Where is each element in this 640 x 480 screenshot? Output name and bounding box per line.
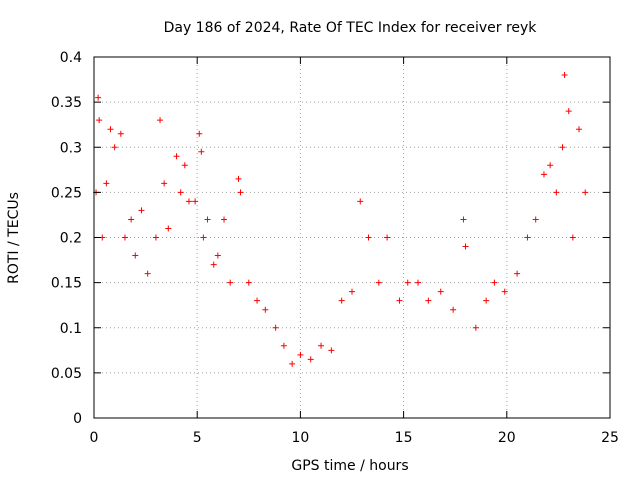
data-point <box>307 356 314 363</box>
data-point <box>514 270 521 277</box>
data-point <box>328 347 335 354</box>
data-point <box>157 117 164 124</box>
x-axis-title: GPS time / hours <box>291 458 408 474</box>
data-point <box>128 216 135 223</box>
data-point <box>384 234 391 241</box>
data-point <box>501 288 508 295</box>
y-axis-title: ROTI / TECUs <box>6 192 22 284</box>
data-point <box>553 189 560 196</box>
data-point <box>396 297 403 304</box>
data-point <box>132 252 139 259</box>
data-point <box>204 216 211 223</box>
y-tick-label: 0.25 <box>51 185 82 201</box>
data-point <box>576 126 583 133</box>
data-point <box>338 297 345 304</box>
data-point <box>524 234 531 241</box>
data-point <box>210 261 217 268</box>
data-point <box>185 198 192 205</box>
y-tick-label: 0.4 <box>60 50 82 66</box>
x-tick-label: 5 <box>193 430 202 446</box>
chart-title: Day 186 of 2024, Rate Of TEC Index for r… <box>164 20 538 36</box>
data-point <box>472 324 479 331</box>
data-point <box>349 288 355 295</box>
data-point <box>297 351 304 358</box>
data-point <box>280 342 287 349</box>
data-point <box>245 279 252 286</box>
y-tick-label: 0.3 <box>60 140 82 156</box>
data-point <box>107 126 114 133</box>
data-point <box>565 108 572 115</box>
data-point <box>491 279 498 286</box>
data-point <box>415 279 422 286</box>
data-point <box>177 189 184 196</box>
ticks-layer: 0 0.05 0.1 0.15 0.2 0.25 0.3 0.35 0.4 0 5 10 15 20 25 <box>51 50 619 446</box>
x-tick-label: 15 <box>395 430 413 446</box>
data-point <box>365 234 372 241</box>
data-point <box>540 171 547 178</box>
data-point <box>121 234 128 241</box>
y-tick-label: 0 <box>73 411 82 427</box>
data-point <box>483 297 490 304</box>
y-tick-label: 0.35 <box>51 95 82 111</box>
data-point <box>227 279 234 286</box>
data-point <box>462 243 469 250</box>
x-tick-label: 0 <box>90 430 99 446</box>
data-point <box>437 288 444 295</box>
data-point <box>289 360 296 367</box>
data-point <box>425 297 432 304</box>
y-tick-label: 0.2 <box>60 231 82 247</box>
data-point <box>582 189 589 196</box>
data-point <box>196 130 203 137</box>
data-point <box>192 198 199 205</box>
data-point <box>237 189 244 196</box>
data-point <box>450 306 457 313</box>
y-tick-label: 0.1 <box>60 321 82 337</box>
data-point <box>235 175 242 182</box>
data-point <box>111 144 118 151</box>
data-point <box>404 279 411 286</box>
data-point <box>559 144 566 151</box>
data-point <box>460 216 467 223</box>
data-point <box>357 198 364 205</box>
grid-layer <box>94 57 610 418</box>
data-point <box>318 342 325 349</box>
data-point <box>95 94 102 101</box>
data-point <box>144 270 151 277</box>
points-layer <box>93 72 589 367</box>
data-point <box>198 148 205 155</box>
data-point <box>173 153 180 160</box>
data-point <box>138 207 145 214</box>
data-point <box>532 216 539 223</box>
data-point <box>254 297 261 304</box>
data-point <box>152 234 159 241</box>
data-point <box>221 216 228 223</box>
data-point <box>214 252 221 259</box>
data-point <box>181 162 188 169</box>
data-point <box>375 279 382 286</box>
data-point <box>569 234 576 241</box>
y-tick-label: 0.05 <box>51 366 82 382</box>
data-point <box>262 306 269 313</box>
data-point <box>117 130 124 137</box>
x-tick-label: 25 <box>601 430 619 446</box>
x-tick-label: 20 <box>498 430 516 446</box>
data-point <box>200 234 207 241</box>
data-point <box>547 162 554 169</box>
data-point <box>272 324 279 331</box>
data-point <box>161 180 168 187</box>
data-point <box>165 225 172 232</box>
data-point <box>561 72 568 79</box>
y-tick-label: 0.15 <box>51 276 82 292</box>
x-tick-label: 10 <box>291 430 309 446</box>
data-point <box>96 117 103 124</box>
data-point <box>103 180 110 187</box>
